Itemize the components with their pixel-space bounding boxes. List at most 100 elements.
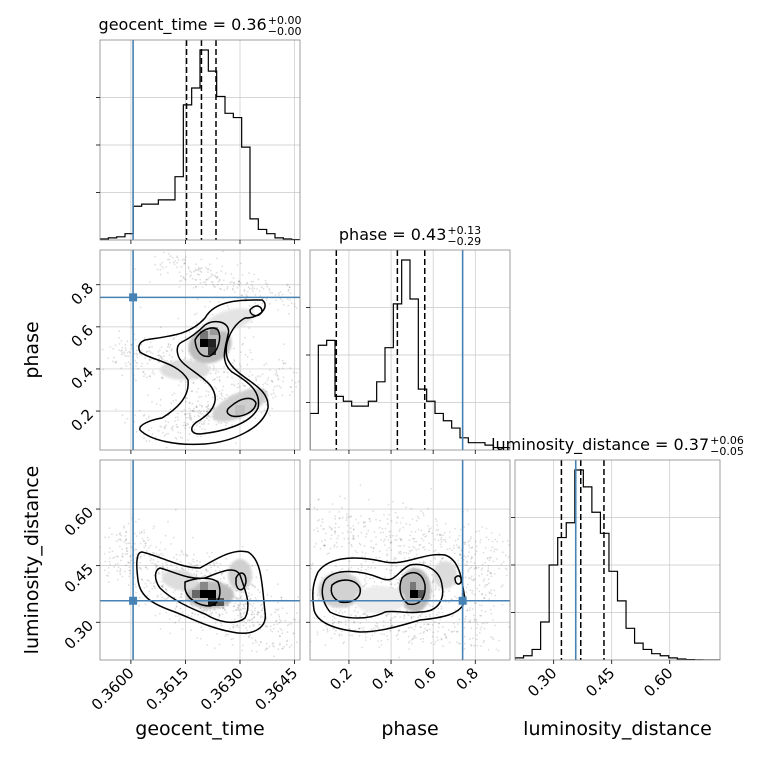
scatter-point <box>211 551 213 554</box>
scatter-point <box>359 484 362 486</box>
scatter-point <box>262 607 264 610</box>
scatter-point <box>516 570 518 572</box>
scatter-point <box>417 616 419 618</box>
scatter-point <box>334 522 337 525</box>
scatter-point <box>146 579 149 582</box>
scatter-point <box>121 351 124 354</box>
scatter-point <box>358 627 361 630</box>
scatter-point <box>423 533 426 535</box>
scatter-point <box>193 410 196 413</box>
scatter-point <box>213 285 216 288</box>
scatter-point <box>245 293 248 296</box>
scatter-point <box>470 536 472 538</box>
scatter-point <box>206 407 209 410</box>
scatter-point <box>433 550 435 552</box>
scatter-point <box>502 561 505 563</box>
scatter-point <box>162 377 165 380</box>
scatter-point <box>232 637 235 640</box>
scatter-point <box>111 550 114 553</box>
scatter-point <box>145 566 148 569</box>
scatter-point <box>181 568 184 571</box>
scatter-point <box>151 372 154 374</box>
scatter-point <box>159 612 161 615</box>
scatter-point <box>164 588 167 591</box>
scatter-point <box>262 383 264 386</box>
scatter-point <box>401 517 404 519</box>
scatter-point <box>241 649 244 652</box>
scatter-point <box>164 534 167 537</box>
scatter-point <box>239 614 242 616</box>
truth-marker <box>129 596 138 605</box>
scatter-point <box>305 624 307 626</box>
x-axis-label-phase: phase <box>381 718 438 740</box>
scatter-point <box>237 603 240 606</box>
scatter-point <box>359 543 362 546</box>
scatter-point <box>493 589 496 592</box>
density-cell <box>200 339 208 347</box>
scatter-point <box>413 635 416 638</box>
scatter-point <box>210 566 213 569</box>
scatter-point <box>375 543 377 546</box>
scatter-point <box>338 511 341 513</box>
scatter-point <box>154 563 157 566</box>
scatter-point <box>360 531 363 534</box>
scatter-point <box>365 532 368 535</box>
scatter-point <box>498 639 501 642</box>
scatter-point <box>180 567 183 569</box>
scatter-point <box>115 361 117 364</box>
scatter-point <box>282 343 285 346</box>
x-tick-label: 0.2 <box>326 664 356 694</box>
scatter-point <box>152 558 155 561</box>
scatter-point <box>221 265 224 268</box>
scatter-point <box>143 529 146 532</box>
scatter-point <box>209 416 211 418</box>
scatter-point <box>291 391 294 393</box>
scatter-point <box>494 624 497 627</box>
scatter-point <box>390 625 393 628</box>
scatter-point <box>361 551 364 553</box>
scatter-point <box>424 548 426 551</box>
scatter-point <box>121 349 123 352</box>
scatter-point <box>443 633 446 636</box>
scatter-point <box>153 563 156 565</box>
scatter-point <box>207 401 209 403</box>
scatter-point <box>376 622 378 625</box>
scatter-point <box>266 594 269 596</box>
scatter-point <box>233 384 236 387</box>
scatter-point <box>387 503 390 506</box>
scatter-point <box>403 614 406 616</box>
scatter-point <box>341 507 343 509</box>
scatter-point <box>318 498 320 501</box>
scatter-point <box>218 379 221 381</box>
scatter-point <box>192 560 195 563</box>
scatter-point <box>396 516 399 519</box>
scatter-point <box>135 553 138 556</box>
scatter-point <box>148 359 151 362</box>
scatter-point <box>468 539 471 542</box>
scatter-point <box>125 364 128 367</box>
scatter-point <box>334 517 336 520</box>
panel-border <box>99 39 301 241</box>
scatter-point <box>199 282 202 284</box>
scatter-point <box>130 343 133 346</box>
scatter-point <box>427 507 429 510</box>
scatter-point <box>290 622 293 625</box>
scatter-point <box>454 539 457 542</box>
scatter-point <box>397 516 399 519</box>
scatter-point <box>281 394 284 397</box>
scatter-point <box>164 427 167 430</box>
scatter-point <box>457 538 459 541</box>
scatter-point <box>506 540 509 542</box>
scatter-point <box>192 558 195 561</box>
scatter-point <box>120 534 122 537</box>
scatter-point <box>270 379 273 382</box>
scatter-point <box>380 639 383 642</box>
scatter-point <box>508 626 510 629</box>
scatter-point <box>518 541 520 543</box>
scatter-point <box>145 542 147 544</box>
scatter-point <box>237 283 240 286</box>
scatter-point <box>490 589 493 592</box>
scatter-point <box>269 302 271 305</box>
scatter-point <box>237 626 240 628</box>
scatter-point <box>221 613 224 615</box>
